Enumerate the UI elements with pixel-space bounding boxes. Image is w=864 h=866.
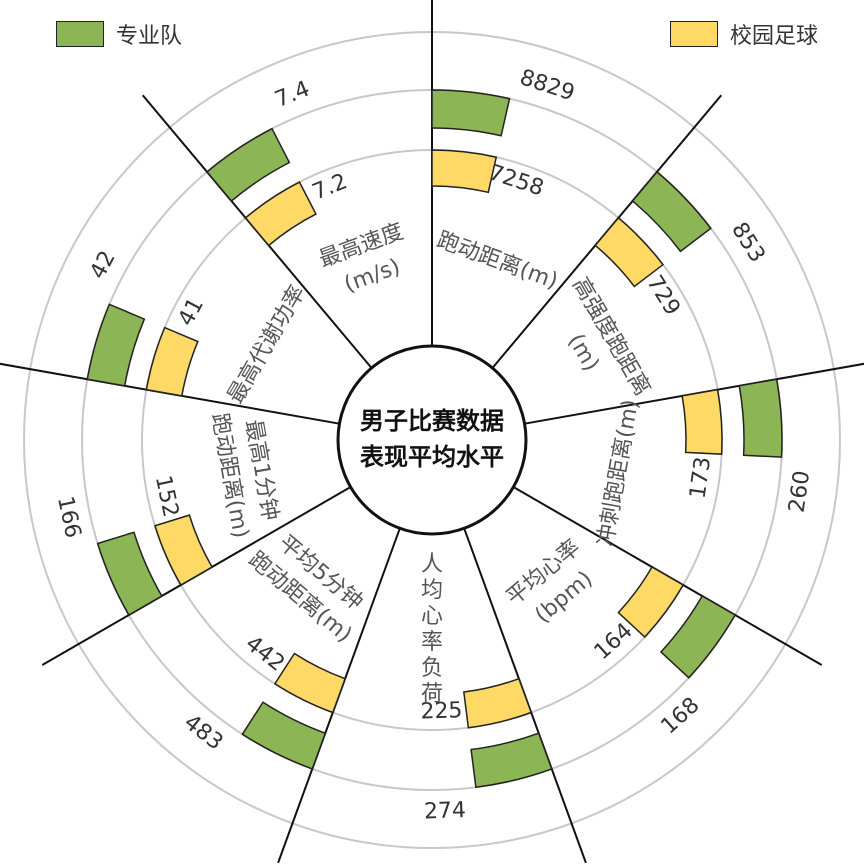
category-label-line: 率	[421, 630, 443, 655]
value-label-campus-6: 152	[150, 473, 183, 519]
bar-campus-2	[681, 388, 723, 455]
value-label-pro-7: 42	[85, 247, 120, 283]
value-label-campus-0: 7258	[486, 160, 547, 201]
chart-title-line: 男子比赛数据	[360, 407, 504, 435]
category-label-line: 最高代谢功率	[223, 281, 311, 408]
bar-pro-1	[631, 170, 712, 253]
category-label-7: 最高代谢功率	[223, 281, 311, 408]
category-label-line: 跑动距离(m)	[433, 228, 561, 295]
value-label-campus-1: 729	[641, 271, 684, 320]
category-label-line: 荷	[421, 682, 443, 707]
bar-campus-0	[431, 149, 498, 194]
value-label-pro-0: 8829	[517, 65, 578, 106]
bar-pro-0	[431, 89, 511, 137]
category-label-3: 平均心率(bpm)	[502, 535, 598, 628]
bar-pro-5	[241, 701, 327, 770]
value-label-pro-5: 483	[179, 710, 227, 756]
bar-pro-6	[96, 531, 163, 617]
category-label-line: 均	[421, 578, 443, 603]
bar-campus-3	[617, 565, 685, 639]
legend-campus: 校园足球	[669, 18, 818, 50]
value-label-pro-4: 274	[424, 798, 467, 824]
bar-pro-8	[205, 127, 291, 203]
bar-campus-5	[273, 652, 347, 714]
bar-pro-7	[86, 303, 146, 387]
value-label-pro-8: 7.4	[272, 76, 314, 112]
legend-swatch-campus	[669, 21, 718, 47]
chart-bars	[86, 89, 783, 789]
legend-swatch-pro	[56, 21, 104, 47]
category-label-0: 跑动距离(m)	[433, 228, 561, 295]
value-label-pro-3: 168	[657, 693, 705, 740]
category-label-line: 冲刺跑距离(m)	[593, 398, 643, 549]
category-label-line: 人	[421, 552, 443, 577]
bar-campus-6	[154, 514, 214, 587]
legend-pro: 专业队	[56, 18, 182, 50]
bar-pro-3	[659, 594, 737, 679]
bar-pro-4	[470, 732, 553, 789]
value-label-campus-4: 225	[420, 698, 463, 724]
center-circle	[336, 344, 528, 536]
bar-campus-7	[145, 326, 199, 397]
bar-campus-1	[594, 216, 665, 288]
category-label-line: 负	[421, 656, 443, 681]
bar-campus-8	[244, 181, 317, 247]
legend-label-campus: 校园足球	[729, 24, 818, 49]
category-label-1: 高强度跑距离(m)	[563, 273, 655, 400]
bar-campus-4	[462, 677, 533, 729]
value-label-campus-3: 164	[590, 618, 638, 665]
category-label-line: 心	[421, 604, 443, 629]
value-label-pro-6: 166	[52, 494, 85, 540]
legend-label-pro: 专业队	[116, 24, 183, 49]
value-label-campus-2: 173	[686, 455, 717, 500]
bar-pro-2	[738, 378, 783, 458]
category-label-8: 最高速度(m/s)	[316, 219, 407, 297]
value-label-pro-2: 260	[785, 469, 816, 514]
chart-title-line: 表现平均水平	[360, 443, 504, 471]
value-label-campus-5: 442	[241, 631, 289, 677]
category-label-2: 冲刺跑距离(m)	[593, 398, 643, 549]
